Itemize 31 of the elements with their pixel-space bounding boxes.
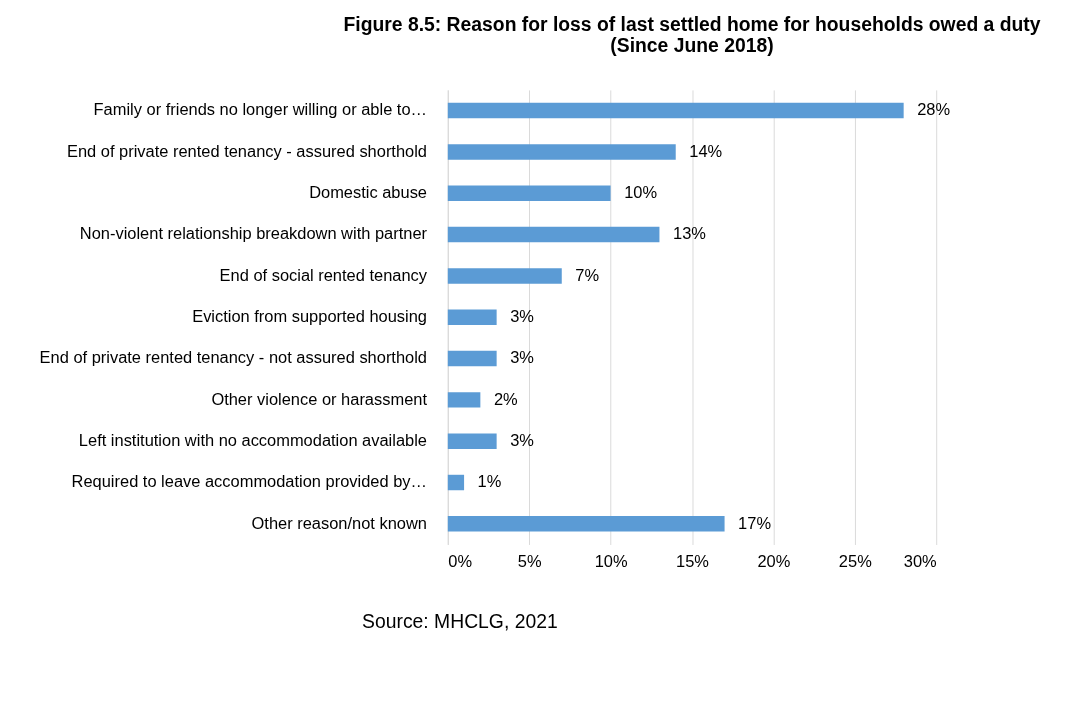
y-tick-label: Family or friends no longer willing or able to… xyxy=(93,100,428,119)
x-tick-label: 10% xyxy=(594,552,628,571)
x-tick-label: 5% xyxy=(517,552,542,571)
x-tick-label: 25% xyxy=(838,552,873,571)
y-tick-label: Left institution with no accommodation available xyxy=(78,431,428,450)
data-label: 2% xyxy=(493,389,519,408)
chart-title: Figure 8.5: Reason for loss of last settled home for households owed a duty (Since June 2018) xyxy=(343,12,1041,57)
y-tick-label: Non-violent relationship breakdown with partner xyxy=(79,224,428,243)
data-label: 1% xyxy=(477,472,502,491)
data-label: 7% xyxy=(575,265,600,284)
y-tick-label: Other reason/not known xyxy=(251,513,428,532)
x-tick-label: 20% xyxy=(757,552,791,571)
y-tick-label: End of private rented tenancy - assured shorthold xyxy=(66,141,428,160)
y-tick-label: Other violence or harassment xyxy=(211,389,428,408)
y-tick-label: End of social rented tenancy xyxy=(219,265,428,284)
data-label: 14% xyxy=(689,141,723,160)
data-label: 3% xyxy=(510,348,535,367)
y-tick-label: Required to leave accommodation provided by… xyxy=(71,472,428,491)
y-tick-label: Domestic abuse xyxy=(309,183,428,202)
data-label: 3% xyxy=(510,307,535,326)
x-tick-label: 15% xyxy=(676,552,710,571)
x-tick-label: 0% xyxy=(448,552,473,571)
data-label: 13% xyxy=(672,224,707,243)
x-tick-label: 30% xyxy=(903,552,938,571)
source-note: Source: MHCLG, 2021 xyxy=(362,609,558,632)
y-tick-label: End of private rented tenancy - not assured shorthold xyxy=(39,348,428,367)
data-label: 10% xyxy=(624,183,658,202)
data-label: 28% xyxy=(917,100,951,119)
data-label: 17% xyxy=(738,513,772,532)
y-tick-label: Eviction from supported housing xyxy=(192,307,428,326)
data-label: 3% xyxy=(510,431,535,450)
